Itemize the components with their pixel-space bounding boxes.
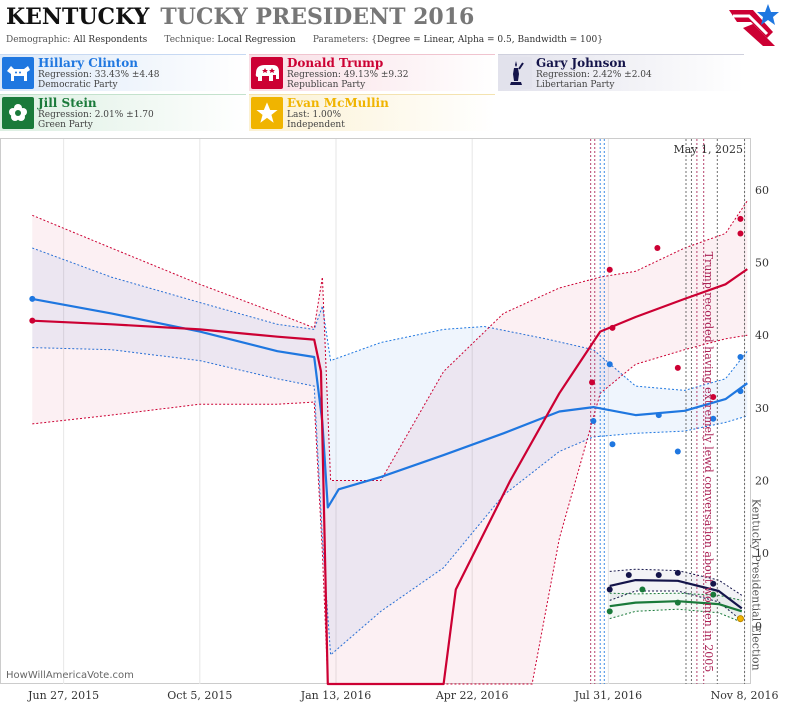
title-row: KENTUCKY TUCKY PRESIDENT 2016 xyxy=(6,4,474,34)
y-tick-label: 20 xyxy=(755,475,769,488)
x-tick-label: Apr 22, 2016 xyxy=(435,689,509,702)
candidate-party: Republican Party xyxy=(287,80,366,90)
trump-poll-point xyxy=(609,324,616,331)
johnson-poll-point xyxy=(674,569,681,576)
clinton-poll-point xyxy=(606,361,613,368)
y-tick-label: 0 xyxy=(755,620,762,633)
trump-poll-point xyxy=(737,215,744,222)
stein-poll-point xyxy=(710,591,717,598)
clinton-lower-bound xyxy=(32,347,748,656)
trump-upper-bound xyxy=(32,200,748,481)
trump-poll-point xyxy=(589,379,596,386)
clinton-poll-point xyxy=(609,441,616,448)
site-logo-icon xyxy=(729,4,779,46)
x-tick-label: Jul 31, 2016 xyxy=(574,689,643,702)
clinton-poll-point xyxy=(655,412,662,419)
stein-confidence-band xyxy=(609,593,742,623)
candidate-name: Hillary Clinton xyxy=(38,56,138,70)
candidate-party: Independent xyxy=(287,120,345,130)
y-tick-label: 60 xyxy=(755,184,769,197)
trump-poll-point xyxy=(710,393,717,400)
technique-label: Technique: xyxy=(164,35,215,45)
clinton-poll-point xyxy=(737,354,744,360)
parameters-label: Parameters: xyxy=(312,35,369,45)
demographic-value: All Respondents xyxy=(73,35,148,45)
y-tick-label: 40 xyxy=(755,329,769,342)
trump-poll-point xyxy=(674,364,681,371)
candidate-stat: Regression: 2.01% ±1.70 xyxy=(38,110,154,120)
clinton-upper-bound xyxy=(32,247,748,391)
date-stamp: May 1, 2025 xyxy=(673,143,743,156)
candidate-party: Democratic Party xyxy=(38,80,118,90)
clinton-poll-point xyxy=(29,295,36,302)
stein-lower-bound xyxy=(609,608,742,623)
flower-icon xyxy=(2,97,34,129)
x-tick-label: Jun 27, 2015 xyxy=(27,689,99,702)
liberty-icon xyxy=(500,57,532,89)
candidate-name: Donald Trump xyxy=(287,56,384,70)
candidate-card-mcmullin[interactable]: Evan McMullin Last: 1.00% Independent xyxy=(249,94,495,131)
clinton-poll-point xyxy=(710,415,717,422)
x-tick-label: Nov 8, 2016 xyxy=(711,689,779,702)
clinton-poll-point xyxy=(737,388,744,395)
trump-poll-point xyxy=(654,245,661,251)
x-tick-label: Jan 13, 2016 xyxy=(300,689,372,702)
star-icon xyxy=(251,97,283,129)
trump-poll-point xyxy=(606,266,613,273)
johnson-confidence-band xyxy=(609,569,742,621)
technique-value: Local Regression xyxy=(217,35,296,45)
parameters-row: Demographic: All Respondents Technique: … xyxy=(6,35,603,45)
candidate-card-stein[interactable]: Jill Stein Regression: 2.01% ±1.70 Green… xyxy=(0,94,246,131)
stein-poll-point xyxy=(606,608,613,615)
candidate-name: Jill Stein xyxy=(38,96,97,110)
clinton-poll-point xyxy=(590,417,597,424)
page-subtitle: TUCKY PRESIDENT 2016 xyxy=(160,4,475,30)
watermark: HowWillAmericaVote.com xyxy=(6,670,134,681)
plot-frame xyxy=(0,138,751,684)
y-tick-label: 30 xyxy=(755,402,769,415)
candidate-stat: Last: 1.00% xyxy=(287,110,342,120)
johnson-poll-point xyxy=(655,572,662,578)
candidate-name: Evan McMullin xyxy=(287,96,389,110)
clinton-poll-point xyxy=(674,448,681,455)
y-tick-label: 50 xyxy=(755,257,769,270)
candidate-stat: Regression: 2.42% ±2.04 xyxy=(536,70,652,80)
x-tick-label: Oct 5, 2015 xyxy=(167,689,232,702)
johnson-regression-line xyxy=(609,579,743,610)
candidate-name: Gary Johnson xyxy=(536,56,627,70)
candidate-card-clinton[interactable]: Hillary Clinton Regression: 33.43% ±4.48… xyxy=(0,54,246,91)
johnson-poll-point xyxy=(625,572,632,578)
mcmullin-poll-point xyxy=(736,615,744,623)
candidate-party: Libertarian Party xyxy=(536,80,615,90)
stein-poll-point xyxy=(674,599,681,606)
parameters-value: {Degree = Linear, Alpha = 0.5, Bandwidth… xyxy=(371,35,603,45)
candidate-stat: Regression: 49.13% ±9.32 xyxy=(287,70,409,80)
trump-confidence-band xyxy=(32,200,748,685)
y-tick-label: 10 xyxy=(755,547,769,560)
candidate-card-johnson[interactable]: Gary Johnson Regression: 2.42% ±2.04 Lib… xyxy=(498,54,744,91)
trump-lower-bound xyxy=(32,334,748,685)
donkey-icon xyxy=(2,57,34,89)
candidate-card-trump[interactable]: Donald Trump Regression: 49.13% ±9.32 Re… xyxy=(249,54,495,91)
stein-poll-point xyxy=(639,586,646,593)
candidate-party: Green Party xyxy=(38,120,93,130)
trump-regression-line xyxy=(32,268,748,686)
poll-chart: Jun 27, 2015 Oct 5, 2015 Jan 13, 2016 Apr 2… xyxy=(0,138,779,702)
page-title: KENTUCKY xyxy=(6,4,150,30)
event-annotation-lewd-tape: Trump recorded having extremely lewd con… xyxy=(702,252,715,673)
johnson-poll-point xyxy=(710,580,717,587)
candidate-stat: Regression: 33.43% ±4.48 xyxy=(38,70,160,80)
clinton-regression-line xyxy=(32,297,748,509)
trump-poll-point xyxy=(737,230,744,237)
johnson-poll-point xyxy=(606,586,613,593)
clinton-confidence-band xyxy=(32,248,748,655)
demographic-label: Demographic: xyxy=(6,35,71,45)
elephant-icon xyxy=(251,57,283,89)
johnson-lower-bound xyxy=(609,590,743,622)
event-annotation-election: Kentucky Presidential Election xyxy=(750,499,763,671)
trump-poll-point xyxy=(29,317,36,324)
